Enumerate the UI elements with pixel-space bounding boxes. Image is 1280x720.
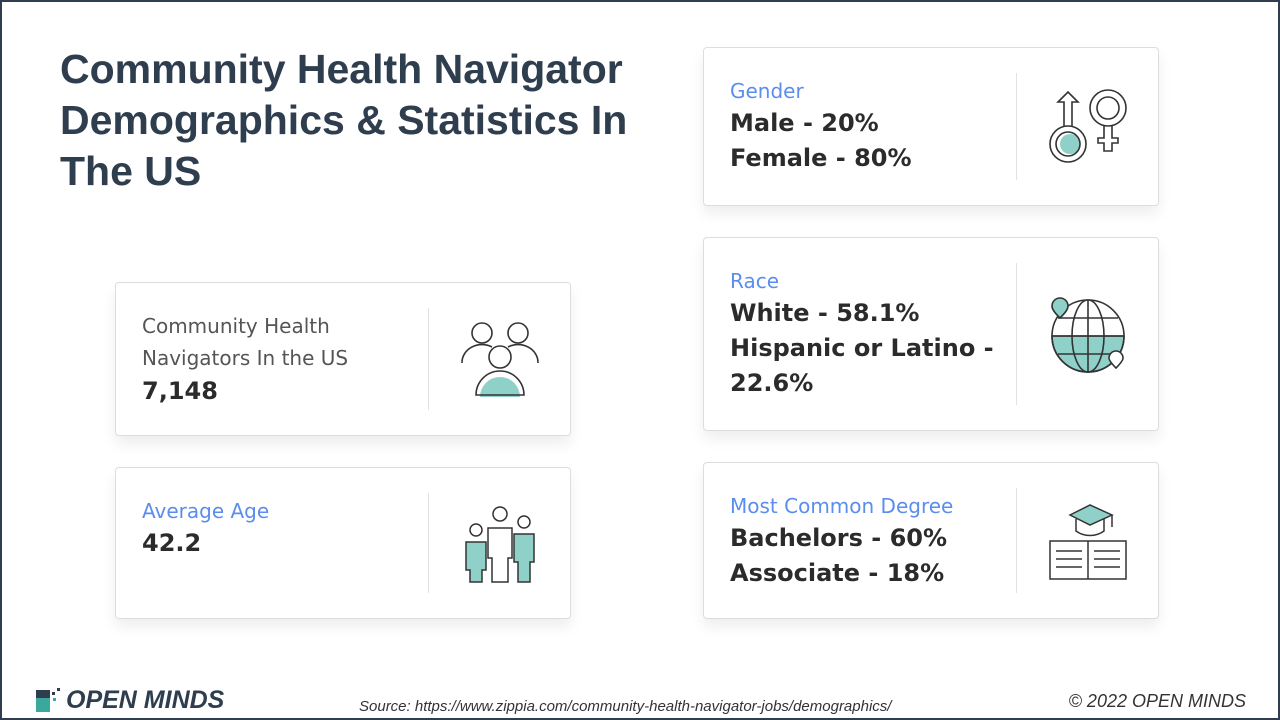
copyright: © 2022 OPEN MINDS	[1068, 691, 1246, 711]
count-label: Community Health Navigators In the US	[142, 314, 349, 370]
degree-line: Associate - 18%	[730, 559, 945, 587]
age-value: 42.2	[142, 529, 202, 557]
family-icon	[465, 506, 535, 583]
degree-card: Most Common Degree Bachelors - 60% Assoc…	[703, 462, 1159, 619]
globe-location-icon	[1051, 297, 1125, 373]
graduation-book-icon	[1049, 504, 1127, 580]
gender-line: Male - 20%	[730, 109, 879, 137]
source-citation: Source: https://www.zippia.com/community…	[359, 698, 892, 715]
race-line: Hispanic or Latino - 22.6%	[730, 334, 994, 397]
page-title: Community Health Navigator Demographics …	[60, 46, 628, 194]
navigator-count-card: Community Health Navigators In the US 7,…	[115, 282, 571, 436]
open-minds-logo: OPEN MINDS	[36, 686, 224, 715]
degree-label: Most Common Degree	[730, 494, 954, 518]
race-card: Race White - 58.1% Hispanic or Latino - …	[703, 237, 1159, 431]
people-group-icon	[461, 322, 539, 397]
age-label: Average Age	[142, 499, 270, 523]
race-label: Race	[730, 269, 780, 293]
gender-card: Gender Male - 20% Female - 80%	[703, 47, 1159, 206]
gender-symbols-icon	[1049, 89, 1127, 163]
logo-text: OPEN MINDS	[66, 686, 225, 714]
degree-line: Bachelors - 60%	[730, 524, 948, 552]
average-age-card: Average Age 42.2	[115, 467, 571, 619]
race-line: White - 58.1%	[730, 299, 920, 327]
gender-label: Gender	[730, 79, 804, 103]
count-value: 7,148	[142, 377, 218, 405]
gender-line: Female - 80%	[730, 144, 912, 172]
logo-mark-icon	[36, 687, 60, 712]
